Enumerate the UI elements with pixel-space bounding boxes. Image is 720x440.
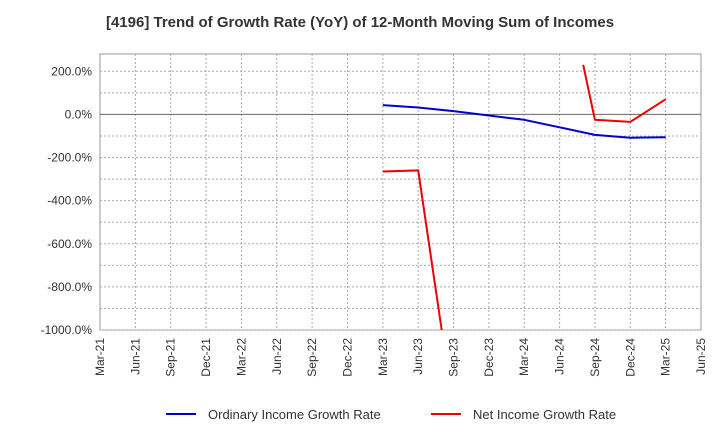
x-tick-label: Jun-25 — [694, 338, 708, 375]
y-tick-label: -800.0% — [47, 280, 92, 294]
x-tick-label: Dec-24 — [623, 338, 637, 377]
x-tick-label: Jun-21 — [128, 338, 142, 375]
axis-layer: 200.0% 0.0% -200.0% -400.0% -600.0% -800.0% -1… — [41, 64, 708, 376]
x-tick-label: Dec-22 — [340, 338, 354, 377]
x-tick-label: Sep-21 — [164, 338, 178, 377]
y-tick-label: -200.0% — [47, 151, 92, 165]
legend: Ordinary Income Growth Rate Net Income Gr… — [166, 407, 616, 422]
x-tick-label: Jun-24 — [553, 338, 567, 375]
legend-label: Net Income Growth Rate — [473, 407, 616, 422]
x-tick-label: Dec-21 — [199, 338, 213, 377]
x-tick-label: Sep-22 — [305, 338, 319, 377]
y-tick-label: 0.0% — [65, 107, 93, 121]
legend-label: Ordinary Income Growth Rate — [208, 407, 381, 422]
series-layer — [382, 64, 667, 330]
y-tick-label: -400.0% — [47, 194, 92, 208]
y-tick-label: -600.0% — [47, 237, 92, 251]
x-tick-label: Dec-23 — [482, 338, 496, 377]
x-tick-label: Sep-23 — [447, 338, 461, 377]
plot-area — [99, 53, 702, 331]
net-income-line — [382, 169, 443, 330]
y-tick-label: -1000.0% — [41, 323, 93, 337]
x-tick-label: Mar-22 — [234, 338, 248, 376]
x-tick-label: Jun-23 — [411, 338, 425, 375]
ordinary-income-line — [382, 104, 666, 139]
x-tick-label: Mar-23 — [376, 338, 390, 376]
x-tick-label: Mar-24 — [517, 338, 531, 376]
x-tick-label: Mar-21 — [93, 338, 107, 376]
grid-layer — [99, 53, 702, 331]
net-income-line — [582, 64, 667, 123]
y-tick-label: 200.0% — [51, 64, 92, 78]
x-tick-label: Sep-24 — [588, 338, 602, 377]
x-tick-label: Jun-22 — [270, 338, 284, 375]
chart-title: [4196] Trend of Growth Rate (YoY) of 12-… — [105, 14, 615, 31]
x-tick-label: Mar-25 — [659, 338, 673, 376]
